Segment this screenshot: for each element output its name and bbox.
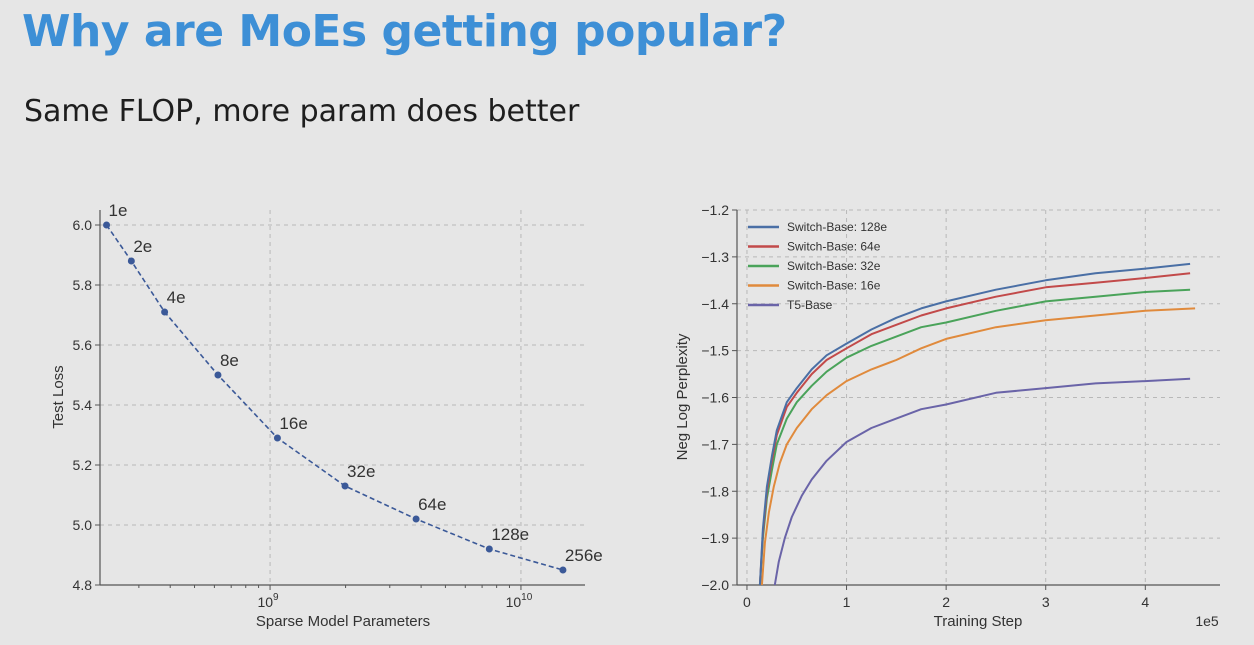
chart1-data-point [559,566,567,574]
chart1-x-axis-label: Sparse Model Parameters [256,613,430,630]
chart1-y-tick-label: 5.2 [73,457,93,473]
slide-subtitle: Same FLOP, more param does better [24,94,580,129]
chart1-data-point [103,221,111,229]
chart2-y-tick-label: −1.7 [701,436,729,452]
chart2-y-tick-label: −1.2 [701,202,729,218]
chart2-x-tick-label: 1 [843,594,851,610]
chart1-point-label: 1e [109,201,128,220]
chart2-series-line [758,262,1191,586]
chart2-series-line [758,288,1191,586]
chart1-y-tick-label: 4.8 [73,577,93,593]
chart2-x-tick-label: 3 [1042,594,1050,610]
chart2-legend-label: Switch-Base: 128e [787,220,887,234]
chart1-y-tick-label: 5.6 [73,337,93,353]
chart2-y-tick-label: −1.4 [701,296,729,312]
chart2-series-line [758,272,1191,586]
chart1-point-label: 2e [133,237,152,256]
chart1-x-tick-label: 109 [257,592,279,610]
chart1-point-label: 8e [220,351,239,370]
chart1-marks: 1e 2e 4e 8e 16e 32e 64e 128e 256e [103,201,603,574]
chart1-data-point [412,515,420,523]
chart2-y-tick-label: −1.6 [701,390,729,406]
chart2-y-tick-label: −1.3 [701,249,729,265]
chart1-point-label: 4e [167,288,186,307]
chart1-point-label: 16e [279,414,307,433]
chart1-point-label: 256e [565,546,603,565]
chart2-legend: Switch-Base: 128e Switch-Base: 64e Switch-… [748,220,887,312]
chart1-data-point [161,308,169,316]
chart2-series-line [773,377,1191,586]
chart1-data-point [341,482,349,490]
chart2-legend-label: Switch-Base: 32e [787,259,881,273]
chart1-y-tick-label: 5.4 [73,397,93,413]
chart2-axes: −1.2 −1.3 −1.4 −1.5 −1.6 −1.7 −1.8 −1.9 −2.0 0 1 2 3… [701,202,1220,610]
chart2-x-multiplier-label: 1e5 [1195,613,1219,629]
chart2-legend-label: Switch-Base: 64e [787,240,881,254]
chart2-marks [758,262,1196,586]
chart1-axes: 6.0 5.8 5.6 5.4 5.2 5.0 4.8 109 1010 [73,210,585,610]
chart2-y-tick-label: −1.5 [701,343,729,359]
chart2-x-tick-label: 2 [942,594,950,610]
chart2-y-tick-label: −2.0 [701,577,729,593]
chart1-x-tick-label: 1010 [506,592,533,610]
chart1-data-point [485,545,493,553]
chart2-legend-label: Switch-Base: 16e [787,279,881,293]
chart2-y-tick-label: −1.8 [701,483,729,499]
chart2-y-tick-label: −1.9 [701,530,729,546]
chart1-point-label: 128e [491,525,529,544]
chart1-y-tick-label: 6.0 [73,217,93,233]
chart1-y-tick-label: 5.0 [73,517,93,533]
chart1-y-axis-label: Test Loss [50,365,67,428]
chart2-x-axis-label: Training Step [934,613,1023,630]
chart2-series-line [760,307,1196,586]
chart1-y-tick-label: 5.8 [73,277,93,293]
chart2-x-tick-label: 4 [1141,594,1149,610]
chart1-data-point [214,371,222,379]
chart2-legend-label: T5-Base [787,298,833,312]
chart2-x-tick-label: 0 [743,594,751,610]
chart1-point-label: 64e [418,495,446,514]
chart1-point-label: 32e [347,462,375,481]
slide-title: Why are MoEs getting popular? [22,6,787,57]
chart2-y-axis-label: Neg Log Perplexity [674,333,691,460]
chart1-data-point [127,257,135,265]
chart1-data-point [273,434,281,442]
